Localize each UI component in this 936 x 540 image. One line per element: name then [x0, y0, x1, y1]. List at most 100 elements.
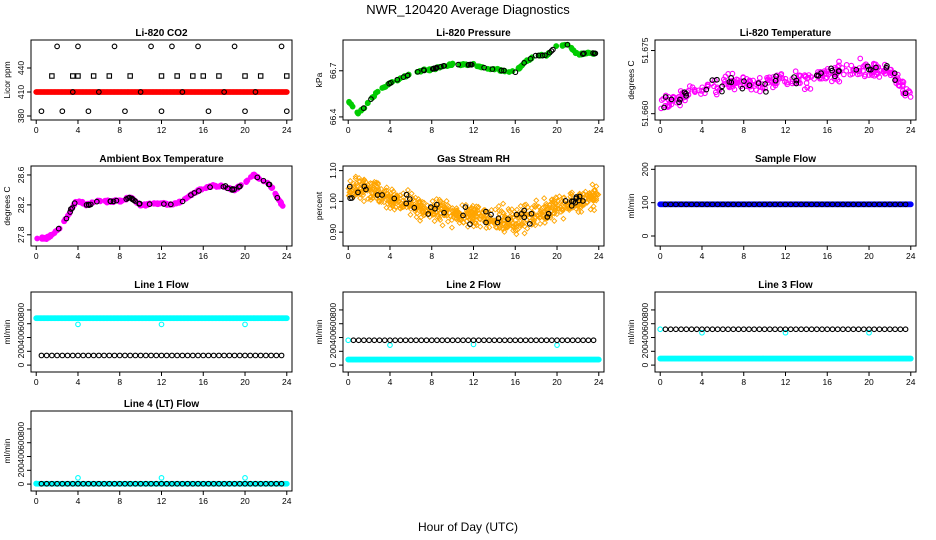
data-point: [169, 352, 175, 359]
panel-4: Gas Stream RH percent 0 4 8 12 16 20 24 0.90 1.00 1…: [314, 154, 605, 261]
series-0: [658, 55, 914, 112]
data-point: [387, 337, 393, 344]
data-point: [519, 215, 526, 222]
data-point: [195, 352, 201, 359]
y-tick-label: 28.6: [16, 166, 26, 183]
y-tick-label: 600: [16, 435, 26, 449]
data-point: [703, 86, 710, 93]
data-point: [900, 79, 907, 85]
data-point: [148, 352, 154, 359]
data-point: [469, 202, 476, 209]
data-point: [513, 211, 520, 218]
x-tick-label: 24: [594, 125, 604, 135]
x-tick-label: 12: [469, 377, 479, 387]
x-tick-label: 0: [658, 251, 663, 261]
data-point: [888, 66, 894, 73]
data-point: [283, 89, 290, 95]
data-point: [709, 201, 716, 208]
data-point: [221, 352, 227, 359]
data-point: [236, 352, 243, 359]
data-point: [542, 214, 549, 221]
data-point: [871, 201, 878, 208]
data-point: [179, 480, 186, 487]
series-0: [33, 89, 290, 95]
data-point: [355, 110, 362, 117]
x-tick-label: 12: [781, 125, 791, 135]
panel-title: Li-820 Pressure: [436, 28, 511, 39]
data-point: [834, 201, 841, 208]
data-point: [496, 207, 503, 215]
data-point: [543, 337, 550, 344]
data-point: [460, 212, 466, 219]
x-tick-label: 20: [552, 377, 562, 387]
data-point: [254, 174, 261, 181]
data-point: [561, 194, 568, 201]
data-point: [137, 89, 144, 95]
series-2: [662, 326, 909, 333]
y-tick-label: 600: [328, 316, 338, 330]
x-tick-label: 0: [346, 125, 351, 135]
x-tick-label: 8: [429, 377, 434, 387]
y-tick-label: 200: [16, 344, 26, 358]
data-layer: [345, 173, 602, 238]
y-tick-label: 200: [640, 344, 650, 358]
data-point: [383, 184, 390, 191]
x-tick-label: 12: [157, 251, 167, 261]
data-point: [813, 201, 820, 208]
data-point: [486, 337, 493, 344]
data-point: [592, 50, 599, 57]
y-axis-label: ml/min: [626, 193, 636, 218]
data-point: [542, 52, 548, 59]
data-point: [216, 352, 222, 359]
data-point: [200, 352, 207, 359]
data-point: [517, 203, 524, 210]
data-point: [257, 73, 264, 79]
data-point: [200, 480, 207, 487]
data-point: [386, 80, 393, 87]
data-point: [764, 74, 770, 81]
data-point: [589, 181, 596, 188]
y-tick-label: 200: [16, 463, 26, 477]
data-point: [348, 101, 355, 108]
data-point: [85, 352, 92, 359]
data-point: [169, 43, 175, 50]
x-tick-label: 12: [469, 251, 479, 261]
y-tick-label: 600: [16, 316, 26, 330]
data-point: [381, 337, 388, 344]
data-point: [148, 43, 154, 50]
data-point: [283, 108, 290, 115]
y-tick-label: 1.10: [328, 162, 338, 179]
data-point: [392, 203, 399, 211]
data-point: [836, 58, 842, 65]
panel-3: Ambient Box Temperature degrees C 0 4 8 12 16 2…: [2, 154, 293, 261]
data-point: [467, 221, 473, 227]
y-tick-label: 600: [640, 316, 650, 330]
data-point: [860, 67, 866, 74]
data-point: [683, 90, 689, 97]
data-point: [483, 208, 489, 215]
data-point: [678, 326, 684, 333]
y-tick-label: 800: [328, 303, 338, 317]
data-point: [169, 480, 175, 487]
panel-title: Line 4 (LT) Flow: [124, 399, 200, 410]
data-point: [113, 197, 120, 204]
data-point: [691, 88, 698, 95]
data-point: [418, 337, 425, 344]
data-point: [34, 235, 41, 242]
data-point: [513, 206, 521, 213]
data-point: [730, 326, 737, 333]
data-point: [517, 222, 524, 229]
data-point: [584, 192, 591, 199]
data-point: [881, 201, 888, 208]
data-point: [740, 201, 747, 208]
data-point: [408, 190, 415, 197]
data-point: [564, 337, 571, 344]
data-point: [772, 326, 778, 333]
data-point: [676, 93, 682, 100]
y-tick-label: 0.90: [328, 224, 338, 241]
y-tick-label: 100: [640, 195, 650, 209]
data-point: [500, 210, 507, 217]
data-point: [787, 326, 794, 333]
panel-8: Line 3 Flow ml/min 0 4 8 12 16 20 24 0 20040060080…: [626, 280, 917, 387]
data-point: [174, 352, 181, 359]
